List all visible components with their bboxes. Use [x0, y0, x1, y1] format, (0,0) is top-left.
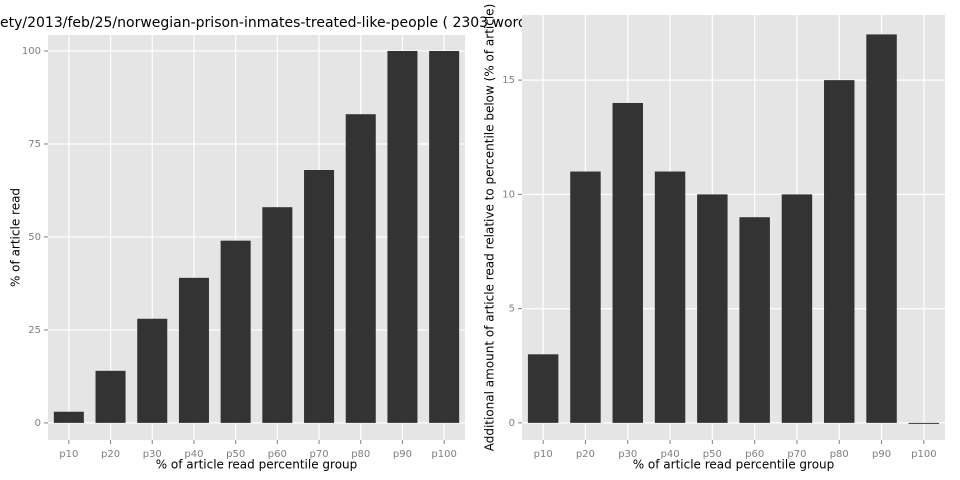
bar [304, 170, 335, 423]
x-tick-label: p70 [310, 449, 329, 460]
x-tick-label: p40 [184, 449, 203, 460]
x-tick-label: p50 [226, 449, 245, 460]
x-tick-label: p20 [576, 449, 595, 460]
y-tick-label: 10 [502, 189, 515, 200]
bar [429, 50, 460, 423]
bar [824, 80, 855, 423]
bar [781, 194, 813, 423]
bar [345, 114, 376, 423]
x-tick-label: p10 [534, 449, 553, 460]
y-tick-label: 100 [22, 46, 41, 57]
bar [53, 411, 84, 423]
y-tick-label: 50 [28, 232, 41, 243]
x-tick-label: p70 [787, 449, 806, 460]
bar [387, 50, 418, 423]
x-tick-label: p20 [101, 449, 120, 460]
bar [697, 194, 728, 423]
bar [95, 370, 126, 423]
x-tick-label: p60 [745, 449, 764, 460]
y-axis-title: % of article read [9, 188, 23, 287]
bar [220, 240, 251, 423]
x-tick-label: p30 [143, 449, 162, 460]
bar [866, 34, 897, 423]
x-tick-label: p100 [431, 449, 456, 460]
bar [137, 318, 168, 423]
y-tick-label: 25 [28, 325, 41, 336]
x-tick-label: p90 [872, 449, 891, 460]
x-tick-label: p60 [268, 449, 287, 460]
bar [612, 102, 643, 423]
y-tick-label: 15 [502, 75, 515, 86]
x-tick-label: p10 [59, 449, 78, 460]
y-tick-label: 0 [509, 418, 515, 429]
bar [739, 217, 770, 423]
x-tick-label: p100 [911, 449, 936, 460]
x-tick-label: p50 [703, 449, 722, 460]
bar [908, 422, 940, 424]
bar [262, 207, 293, 423]
x-tick-label: p80 [351, 449, 370, 460]
x-tick-label: p30 [618, 449, 637, 460]
x-tick-label: p40 [661, 449, 680, 460]
y-tick-label: 5 [509, 304, 515, 315]
y-tick-label: 0 [35, 418, 41, 429]
bar [654, 171, 686, 423]
x-tick-label: p80 [830, 449, 849, 460]
bar [178, 277, 209, 423]
y-axis-title: Additional amount of article read relati… [483, 4, 497, 452]
bar [527, 354, 559, 423]
x-tick-label: p90 [393, 449, 412, 460]
y-tick-label: 75 [28, 139, 41, 150]
bar [570, 171, 601, 423]
x-axis-title: % of article read percentile group [633, 458, 835, 472]
chart-title: ety/2013/feb/25/norwegian-prison-inmates… [0, 15, 534, 31]
x-axis-title: % of article read percentile group [156, 458, 358, 472]
